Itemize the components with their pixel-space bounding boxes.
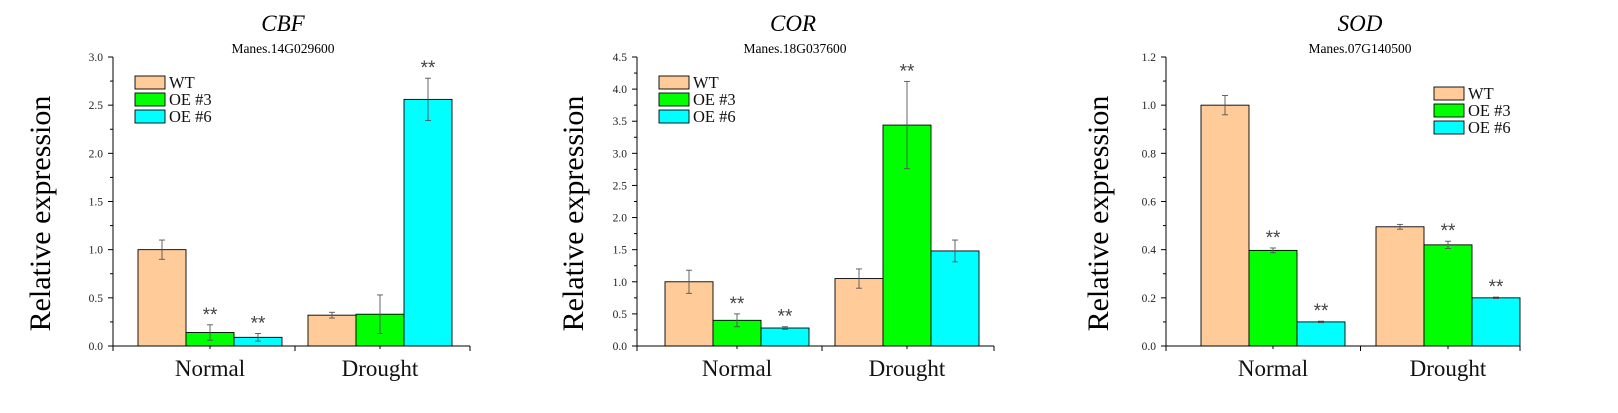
- legend-label: OE #3: [1468, 101, 1511, 120]
- y-tick-label: 2.5: [613, 180, 628, 192]
- y-tick-label: 4.5: [613, 52, 628, 64]
- y-axis-label: Relative expression: [557, 96, 590, 332]
- y-tick-label: 0.0: [89, 341, 104, 353]
- bar-normal-2: [1296, 321, 1346, 347]
- bar-normal-0: [137, 249, 187, 347]
- y-tick-label: 4.0: [613, 84, 628, 96]
- bar-drought-0: [307, 314, 357, 347]
- y-tick-label: 0.0: [613, 341, 628, 353]
- legend-swatch-0: [1433, 86, 1465, 101]
- y-axis-label: Relative expression: [24, 96, 57, 332]
- y-tick-label: 0.8: [1142, 148, 1157, 160]
- x-category-label: Drought: [869, 356, 946, 381]
- y-tick-label: 0.5: [613, 309, 628, 321]
- y-tick-label: 3.5: [613, 116, 628, 128]
- chart-panel-3: SOD Manes.07G140500 Relative expression ** *…: [1082, 11, 1521, 381]
- x-category-label: Normal: [1238, 356, 1308, 381]
- x-category-label: Normal: [702, 356, 772, 381]
- legend-label: WT: [693, 73, 719, 92]
- significance-marker: **: [1489, 277, 1504, 298]
- chart-subtitle: Manes.07G140500: [1308, 41, 1411, 56]
- chart-title: SOD: [1338, 11, 1383, 36]
- legend-label: OE #6: [169, 107, 212, 126]
- legend-swatch-0: [134, 75, 166, 90]
- significance-marker: **: [1314, 301, 1329, 322]
- legend-label: WT: [169, 73, 195, 92]
- chart-subtitle: Manes.18G037600: [743, 41, 846, 56]
- chart-panel-1: CBF Manes.14G029600 Relative expression ** *…: [24, 11, 471, 381]
- significance-marker: **: [203, 305, 218, 326]
- legend-label: WT: [1468, 84, 1494, 103]
- y-tick-label: 1.5: [613, 245, 628, 257]
- y-tick-label: 3.0: [89, 52, 104, 64]
- bar-drought-1: [1423, 244, 1473, 347]
- significance-marker: **: [900, 61, 915, 82]
- bar-drought-2: [403, 98, 453, 347]
- legend-label: OE #6: [693, 107, 736, 126]
- legend-swatch-2: [1433, 120, 1465, 135]
- significance-marker: **: [778, 307, 793, 328]
- y-tick-label: 2.0: [89, 148, 104, 160]
- y-tick-label: 0.0: [1142, 341, 1157, 353]
- legend-label: OE #6: [1468, 118, 1511, 137]
- x-category-label: Normal: [175, 356, 245, 381]
- x-category-label: Drought: [342, 356, 419, 381]
- bar-drought-0: [834, 278, 884, 347]
- legend-swatch-0: [658, 75, 690, 90]
- bar-drought-2: [1471, 297, 1521, 347]
- chart-title: COR: [770, 11, 816, 36]
- y-tick-label: 1.0: [1142, 100, 1157, 112]
- significance-marker: **: [730, 294, 745, 315]
- y-tick-label: 0.6: [1142, 197, 1157, 209]
- bar-normal-0: [1200, 104, 1250, 347]
- legend-swatch-2: [658, 109, 690, 124]
- y-tick-label: 0.5: [89, 293, 104, 305]
- significance-marker: **: [421, 58, 436, 79]
- bar-normal-2: [760, 327, 810, 347]
- legend-swatch-1: [658, 92, 690, 107]
- chart-panel-2: COR Manes.18G037600 Relative expression ** *…: [557, 11, 995, 381]
- y-axis-label: Relative expression: [1082, 96, 1115, 332]
- significance-marker: **: [1266, 228, 1281, 249]
- y-tick-label: 1.5: [89, 197, 104, 209]
- y-tick-label: 2.0: [613, 213, 628, 225]
- x-category-label: Drought: [1410, 356, 1487, 381]
- bar-drought-0: [1375, 226, 1425, 347]
- legend-label: OE #3: [169, 90, 212, 109]
- y-tick-label: 0.2: [1142, 293, 1157, 305]
- significance-marker: **: [1441, 221, 1456, 242]
- legend-swatch-1: [134, 92, 166, 107]
- y-tick-label: 2.5: [89, 100, 104, 112]
- legend-swatch-2: [134, 109, 166, 124]
- legend-label: OE #3: [693, 90, 736, 109]
- chart-subtitle: Manes.14G029600: [231, 41, 334, 56]
- bar-normal-1: [1248, 249, 1298, 347]
- y-tick-label: 1.2: [1142, 52, 1157, 64]
- bar-drought-2: [930, 250, 980, 347]
- y-tick-label: 0.4: [1142, 245, 1157, 257]
- y-tick-label: 1.0: [89, 245, 104, 257]
- chart-title: CBF: [261, 11, 305, 36]
- y-tick-label: 3.0: [613, 148, 628, 160]
- y-tick-label: 1.0: [613, 277, 628, 289]
- significance-marker: **: [251, 313, 266, 334]
- legend-swatch-1: [1433, 103, 1465, 118]
